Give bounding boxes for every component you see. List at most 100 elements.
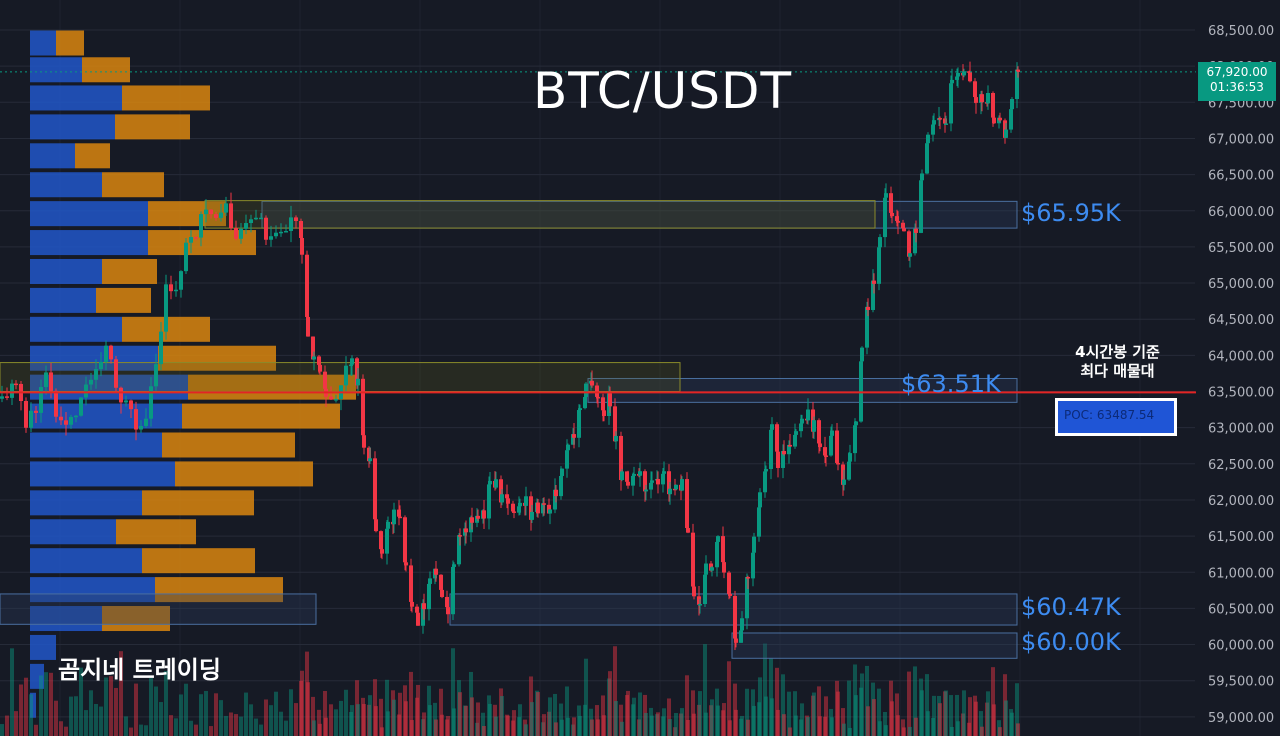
candle-body[interactable] [254,217,258,220]
candle-body[interactable] [487,484,491,519]
candle-body[interactable] [926,134,930,144]
candle-body[interactable] [578,408,582,411]
candle-body[interactable] [458,535,462,537]
candle-body[interactable] [854,421,858,426]
candle-body[interactable] [968,71,972,82]
candle-body[interactable] [722,562,726,573]
candle-body[interactable] [986,93,990,104]
candle-body[interactable] [980,94,984,103]
candle-body[interactable] [715,541,719,568]
candle-body[interactable] [685,479,689,529]
candle-body[interactable] [1003,120,1007,138]
candle-body[interactable] [950,79,954,84]
candle-body[interactable] [548,509,552,514]
candle-body[interactable] [680,479,684,491]
candle-body[interactable] [848,453,852,462]
candle-body[interactable] [398,516,402,519]
candle-body[interactable] [89,379,93,385]
candle-body[interactable] [1004,129,1008,138]
candle-body[interactable] [1010,99,1014,110]
candle-body[interactable] [397,509,401,517]
candle-body[interactable] [806,409,810,421]
candle-body[interactable] [373,458,377,520]
candle-body[interactable] [812,420,816,432]
candle-body[interactable] [571,434,575,445]
candle-body[interactable] [511,503,515,512]
candle-body[interactable] [919,180,923,233]
candle-body[interactable] [794,431,798,435]
candle-body[interactable] [757,507,761,537]
candle-body[interactable] [427,583,431,610]
candle-body[interactable] [721,536,725,563]
candle-body[interactable] [361,378,365,436]
candle-body[interactable] [239,228,243,239]
candle-body[interactable] [691,532,695,587]
candle-body[interactable] [667,471,671,495]
candle-body[interactable] [763,471,767,493]
candle-body[interactable] [362,435,366,448]
candle-body[interactable] [124,400,128,403]
candle-body[interactable] [536,502,540,514]
candle-body[interactable] [661,473,665,485]
price-axis[interactable]: 68,500.0068,000.0067,500.0067,000.0066,5… [1208,24,1274,726]
candle-body[interactable] [824,455,828,457]
candle-body[interactable] [506,498,510,504]
candle-body[interactable] [703,574,707,604]
candle-body[interactable] [770,424,774,430]
candle-body[interactable] [697,596,701,605]
candle-body[interactable] [541,503,545,514]
candle-body[interactable] [379,531,383,550]
candle-body[interactable] [334,399,338,401]
candle-body[interactable] [572,434,576,438]
candle-body[interactable] [234,228,238,239]
candle-body[interactable] [24,401,28,428]
candle-body[interactable] [428,578,432,584]
candle-body[interactable] [159,331,163,365]
candle-body[interactable] [149,386,153,419]
candle-body[interactable] [74,415,78,418]
candle-body[interactable] [380,549,384,554]
candle-body[interactable] [650,480,654,483]
candle-body[interactable] [878,237,882,248]
candle-body[interactable] [109,345,113,360]
candle-body[interactable] [559,475,563,497]
candle-body[interactable] [583,396,587,409]
candle-body[interactable] [997,117,1001,124]
candle-body[interactable] [595,385,599,397]
candle-body[interactable] [889,193,893,213]
candle-body[interactable] [529,496,533,520]
candle-body[interactable] [872,280,876,284]
candle-body[interactable] [500,494,504,503]
candle-body[interactable] [949,83,953,124]
candle-body[interactable] [716,536,720,542]
candle-body[interactable] [619,435,623,480]
candle-body[interactable] [5,396,9,398]
candle-body[interactable] [446,607,450,615]
candle-body[interactable] [944,123,948,125]
candle-body[interactable] [300,237,304,255]
candle-body[interactable] [860,347,864,362]
candle-body[interactable] [289,217,293,231]
candle-body[interactable] [799,423,803,432]
candle-body[interactable] [823,447,827,456]
candle-body[interactable] [164,284,168,332]
candle-body[interactable] [518,502,522,507]
candle-body[interactable] [457,535,461,565]
candle-body[interactable] [925,143,929,174]
candle-body[interactable] [877,247,881,284]
candle-body[interactable] [560,468,564,476]
candle-body[interactable] [79,397,83,416]
candle-body[interactable] [299,221,303,238]
candle-body[interactable] [464,528,468,533]
candle-body[interactable] [139,426,143,430]
candle-body[interactable] [674,484,678,490]
candle-body[interactable] [1016,69,1020,72]
candle-body[interactable] [385,528,389,554]
candle-body[interactable] [662,471,666,474]
candle-body[interactable] [84,384,88,398]
candle-body[interactable] [306,316,310,337]
candle-body[interactable] [553,489,557,510]
candle-body[interactable] [565,450,569,469]
candle-body[interactable] [189,237,193,243]
candle-body[interactable] [602,410,606,417]
